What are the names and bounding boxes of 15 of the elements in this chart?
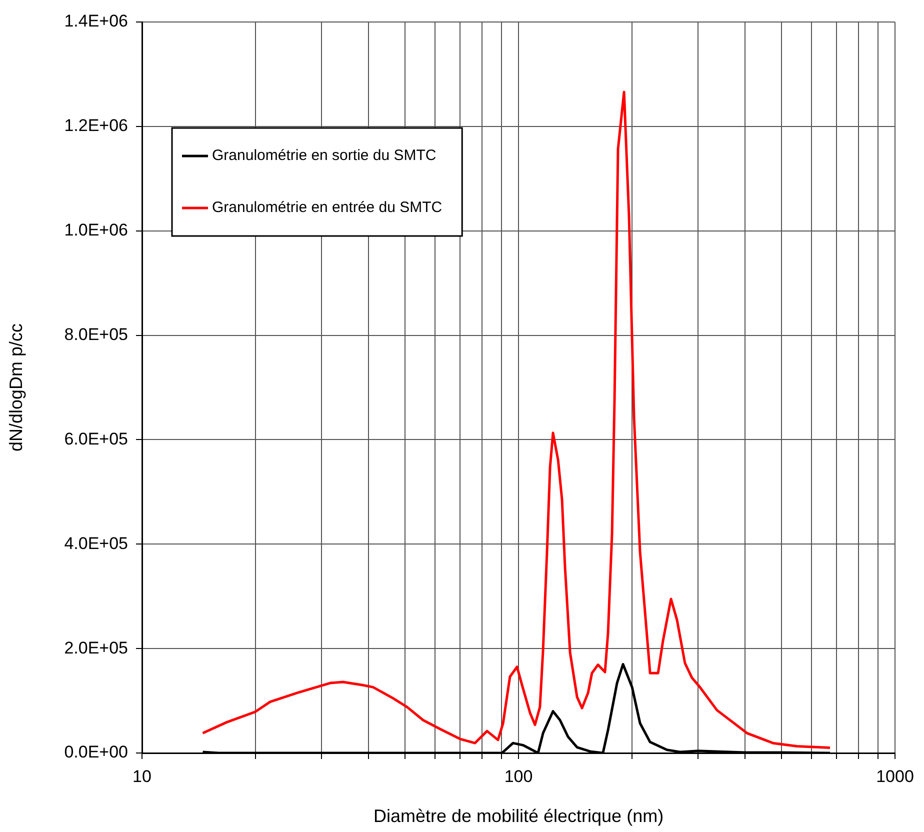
x-tick-label: 100: [504, 766, 533, 786]
y-tick-label: 1.4E+06: [64, 12, 128, 31]
legend-label: Granulométrie en entrée du SMTC: [212, 199, 442, 216]
y-tick-label: 6.0E+05: [64, 429, 128, 448]
y-tick-label: 0.0E+00: [64, 742, 128, 762]
y-tick-label: 2.0E+05: [64, 638, 128, 658]
y-tick-label: 1.0E+06: [64, 220, 128, 240]
y-tick-label: 4.0E+05: [64, 534, 128, 553]
y-axis-title: dN/dlogDm p/cc: [6, 323, 26, 452]
x-tick-label: 10: [132, 766, 152, 786]
y-tick-label: 8.0E+05: [64, 324, 128, 344]
legend-label: Granulométrie en sortie du SMTC: [212, 147, 436, 164]
x-axis-title: Diamètre de mobilité électrique (nm): [373, 806, 664, 826]
x-tick-label: 1000: [876, 766, 914, 786]
y-tick-label: 1.2E+06: [64, 116, 128, 136]
